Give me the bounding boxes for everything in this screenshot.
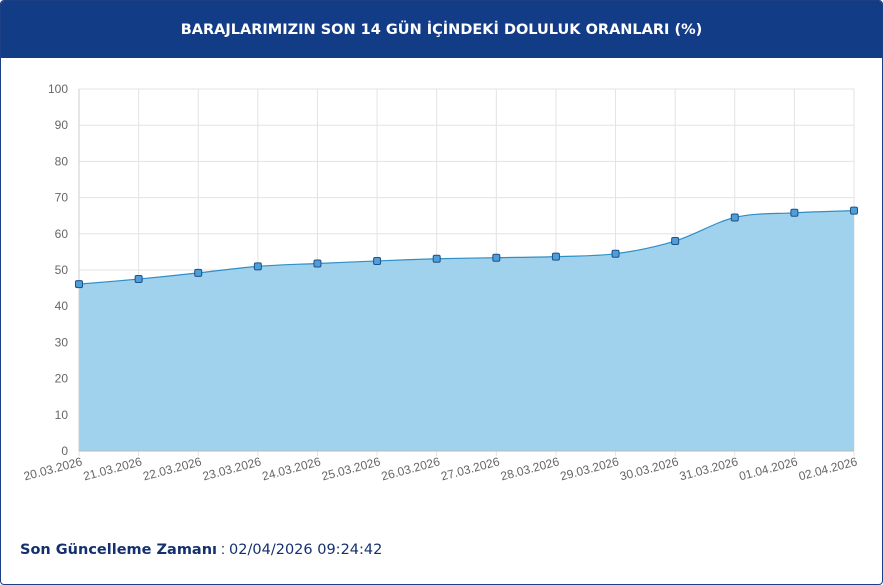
data-point-marker — [611, 249, 620, 258]
data-point-marker — [790, 208, 799, 217]
data-point-marker — [134, 275, 143, 284]
y-tick-label: 20 — [55, 372, 69, 386]
data-point-marker — [492, 253, 501, 262]
y-tick-label: 80 — [55, 154, 69, 168]
data-point-marker — [373, 256, 382, 265]
data-point-marker — [551, 252, 560, 261]
x-tick-label: 27.03.2026 — [439, 454, 501, 483]
x-tick-label: 20.03.2026 — [22, 454, 84, 483]
data-point-marker — [194, 268, 203, 277]
chart-header: BARAJLARIMIZIN SON 14 GÜN İÇİNDEKİ DOLUL… — [1, 1, 882, 58]
x-tick-label: 28.03.2026 — [499, 454, 561, 483]
data-point-marker — [730, 213, 739, 222]
last-update-value: 02/04/2026 09:24:42 — [229, 542, 383, 558]
last-update: Son Güncelleme Zamanı:02/04/2026 09:24:4… — [20, 542, 382, 558]
y-tick-label: 10 — [55, 408, 69, 422]
data-point-marker — [432, 254, 441, 263]
x-tick-label: 22.03.2026 — [141, 454, 203, 483]
chart-area: 0 10 20 30 40 50 60 70 80 90 100 20.03.2026 21.03.2… — [1, 58, 882, 528]
y-tick-label: 30 — [55, 335, 69, 349]
last-update-separator: : — [221, 542, 226, 558]
x-tick-label: 21.03.2026 — [82, 454, 144, 483]
x-tick-label: 26.03.2026 — [380, 454, 442, 483]
data-point-marker — [671, 237, 680, 246]
x-tick-label: 01.04.2026 — [738, 454, 800, 483]
series-line — [78, 210, 855, 285]
y-tick-label: 0 — [61, 444, 68, 458]
chart-title: BARAJLARIMIZIN SON 14 GÜN İÇİNDEKİ DOLUL… — [180, 21, 703, 38]
data-point-marker — [850, 206, 858, 215]
x-tick-label: 30.03.2026 — [618, 454, 680, 483]
axis-layer — [78, 89, 854, 452]
y-axis-ticks: 0 10 20 30 40 50 60 70 80 90 100 — [48, 82, 68, 458]
x-tick-label: 24.03.2026 — [261, 454, 323, 483]
y-tick-label: 40 — [55, 299, 69, 313]
y-tick-label: 90 — [55, 118, 69, 132]
x-axis-ticks: 20.03.202621.03.202622.03.202623.03.2026… — [22, 454, 859, 483]
x-tick-label: 23.03.2026 — [201, 454, 263, 483]
y-tick-label: 100 — [48, 82, 68, 96]
y-tick-label: 60 — [55, 227, 69, 241]
y-tick-label: 50 — [55, 263, 69, 277]
x-tick-label: 29.03.2026 — [559, 454, 621, 483]
area-layer — [78, 210, 855, 451]
occupancy-area-chart: 0 10 20 30 40 50 60 70 80 90 100 20.03.202621.03.2… — [22, 82, 859, 483]
y-tick-label: 70 — [55, 191, 69, 205]
data-point-marker — [253, 262, 262, 271]
x-tick-label: 31.03.2026 — [678, 454, 740, 483]
marker-layer — [75, 206, 858, 289]
x-tick-label: 25.03.2026 — [320, 454, 382, 483]
data-point-marker — [75, 280, 83, 289]
last-update-label: Son Güncelleme Zamanı — [20, 542, 218, 558]
series-area — [79, 210, 854, 451]
data-point-marker — [313, 259, 322, 268]
x-tick-label: 02.04.2026 — [797, 454, 859, 483]
